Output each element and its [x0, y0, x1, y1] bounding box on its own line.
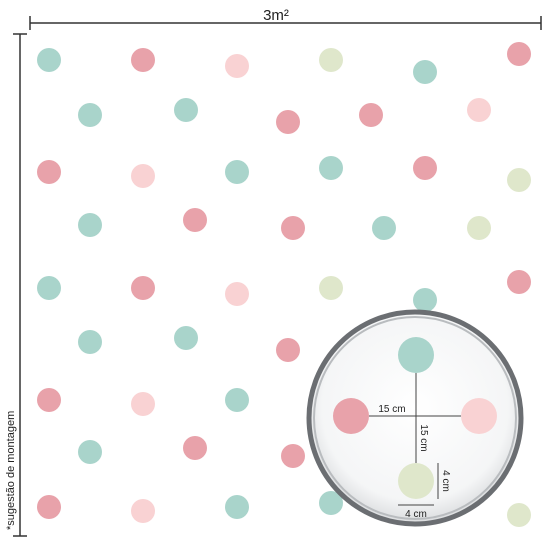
detail-dot	[333, 398, 369, 434]
dot	[413, 156, 437, 180]
dot	[131, 164, 155, 188]
dot	[37, 276, 61, 300]
dot	[467, 216, 491, 240]
dot	[225, 282, 249, 306]
dot	[507, 168, 531, 192]
vertical-spacing-label: 15 cm	[418, 424, 429, 451]
height-dimension	[13, 33, 27, 537]
dot	[78, 440, 102, 464]
dot	[281, 216, 305, 240]
detail-dot	[461, 398, 497, 434]
dot	[131, 276, 155, 300]
spacing-lines	[369, 373, 461, 506]
width-dimension	[29, 16, 542, 30]
dot	[78, 330, 102, 354]
dot	[467, 98, 491, 122]
dot	[174, 326, 198, 350]
dot	[37, 388, 61, 412]
dot	[507, 42, 531, 66]
dot	[78, 103, 102, 127]
magnifier-rim	[313, 316, 517, 520]
dot	[78, 213, 102, 237]
dot	[225, 54, 249, 78]
dot	[183, 208, 207, 232]
dot	[507, 270, 531, 294]
dot	[131, 499, 155, 523]
dot	[131, 392, 155, 416]
dot	[507, 503, 531, 527]
dot	[225, 495, 249, 519]
dot	[183, 436, 207, 460]
magnifier	[306, 309, 524, 527]
dot	[37, 48, 61, 72]
dot	[372, 216, 396, 240]
dot-width-label: 4 cm	[405, 509, 427, 520]
dot	[319, 491, 343, 515]
dot	[225, 388, 249, 412]
dot	[276, 110, 300, 134]
dot	[359, 103, 383, 127]
dot	[174, 98, 198, 122]
dot-height-label: 4 cm	[440, 470, 451, 492]
detail-dot	[398, 463, 434, 499]
dot	[413, 288, 437, 312]
dot	[37, 160, 61, 184]
mounting-note: *sugestão de montagem	[5, 411, 17, 530]
dot	[225, 160, 249, 184]
horizontal-spacing-label: 15 cm	[378, 404, 405, 415]
dot-pattern	[37, 42, 531, 527]
dot	[319, 156, 343, 180]
width-label: 3m²	[263, 7, 289, 24]
detail-dot	[398, 337, 434, 373]
dot	[319, 48, 343, 72]
dot	[37, 495, 61, 519]
dot	[413, 60, 437, 84]
dot	[319, 276, 343, 300]
dot	[281, 444, 305, 468]
dot	[131, 48, 155, 72]
dot	[276, 338, 300, 362]
